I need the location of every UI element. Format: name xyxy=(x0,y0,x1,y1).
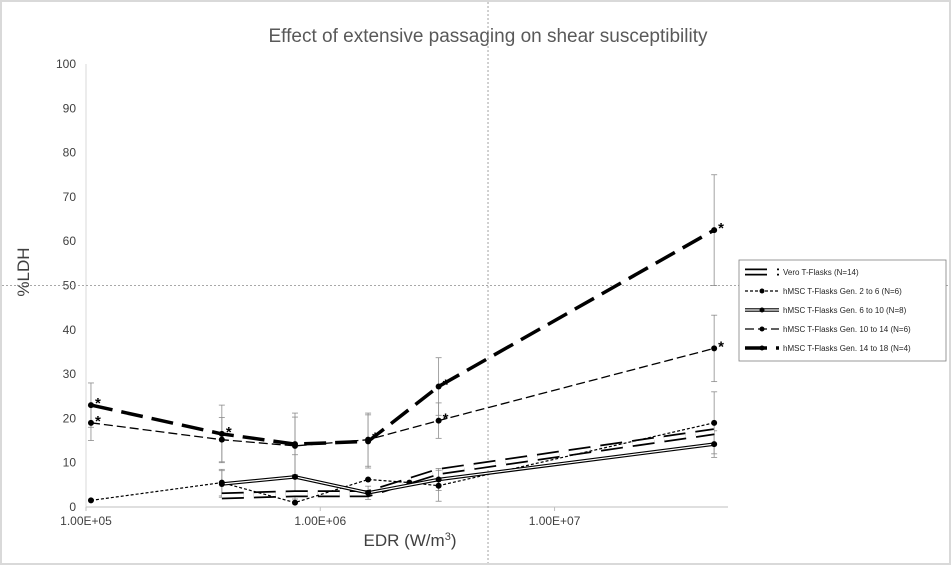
significance-star: * xyxy=(226,424,232,441)
y-tick-label: 50 xyxy=(63,279,77,293)
x-tick-label: 1.00E+05 xyxy=(60,514,112,528)
data-point xyxy=(435,482,442,489)
data-point xyxy=(711,441,718,448)
legend-marker xyxy=(759,326,765,332)
significance-star: * xyxy=(718,220,724,237)
significance-star: * xyxy=(718,338,724,355)
y-tick-label: 100 xyxy=(56,57,76,71)
legend-label-3: hMSC T-Flasks Gen. 6 to 10 (N=8) xyxy=(783,306,907,315)
y-tick-label: 70 xyxy=(63,190,77,204)
y-tick-label: 20 xyxy=(63,411,77,425)
x-axis-title: EDR (W/m3) xyxy=(363,531,456,550)
y-tick-label: 80 xyxy=(63,146,77,160)
data-point xyxy=(87,402,94,409)
legend-marker xyxy=(759,345,765,351)
data-point xyxy=(711,419,718,426)
data-point xyxy=(435,476,442,483)
x-tick-label: 1.00E+07 xyxy=(529,514,581,528)
series-line-4 xyxy=(90,347,715,447)
y-tick-label: 40 xyxy=(63,323,77,337)
y-tick-label: 60 xyxy=(63,234,77,248)
x-axis-title-sup: 3 xyxy=(445,531,451,543)
x-axis-title-end: ) xyxy=(451,531,457,550)
series-line-3-inner xyxy=(221,443,715,494)
data-point xyxy=(87,497,94,504)
data-point xyxy=(365,489,372,496)
data-point xyxy=(218,480,225,487)
data-point xyxy=(365,476,372,483)
data-point xyxy=(711,345,718,352)
series-line-5 xyxy=(90,228,715,446)
data-point xyxy=(435,417,442,424)
data-point xyxy=(218,436,225,443)
legend-marker xyxy=(759,307,765,313)
x-tick-label: 1.00E+06 xyxy=(294,514,346,528)
legend-marker xyxy=(759,288,765,294)
data-point xyxy=(291,473,298,480)
data-point xyxy=(87,419,94,426)
legend-label-2: hMSC T-Flasks Gen. 2 to 6 (N=6) xyxy=(783,287,902,296)
significance-star: * xyxy=(95,413,101,430)
data-point xyxy=(365,438,372,445)
y-axis-title: %LDH xyxy=(14,247,33,296)
y-tick-label: 30 xyxy=(63,367,77,381)
data-point xyxy=(435,383,442,390)
data-point xyxy=(711,227,718,234)
series-line-3-outer xyxy=(221,442,715,495)
y-tick-label: 90 xyxy=(63,101,77,115)
legend-label-1: Vero T-Flasks (N=14) xyxy=(783,268,859,277)
y-tick-label: 10 xyxy=(63,456,77,470)
data-point xyxy=(291,441,298,448)
significance-star: * xyxy=(95,395,101,412)
chart-title: Effect of extensive passaging on shear s… xyxy=(268,26,708,47)
legend-label-5: hMSC T-Flasks Gen. 14 to 18 (N=4) xyxy=(783,344,911,353)
significance-star: * xyxy=(443,411,449,428)
data-point xyxy=(291,499,298,506)
y-tick-label: 0 xyxy=(69,500,76,514)
legend-label-4: hMSC T-Flasks Gen. 10 to 14 (N=6) xyxy=(783,325,911,334)
x-axis-title-main: EDR (W/m xyxy=(363,531,444,550)
data-point xyxy=(218,430,225,437)
significance-star: * xyxy=(443,377,449,394)
